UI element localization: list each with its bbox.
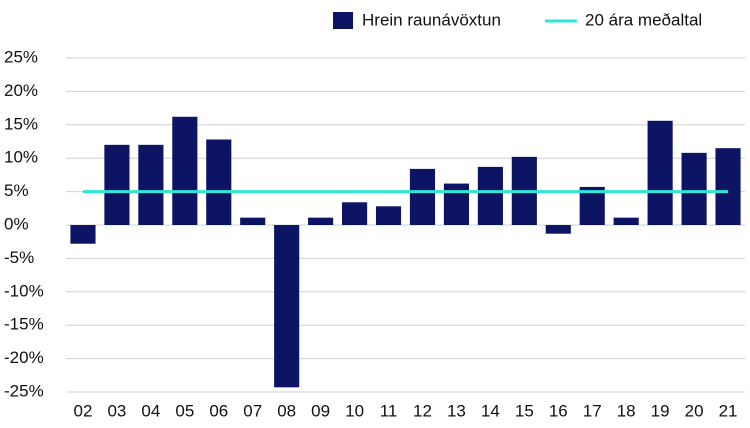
bar: [647, 120, 673, 225]
y-tick-label: 20%: [4, 81, 38, 100]
y-tick-label: 5%: [4, 181, 29, 200]
y-tick-label: 25%: [4, 47, 38, 66]
y-tick-label: -5%: [4, 248, 34, 267]
x-tick-label: 14: [481, 401, 500, 420]
bar: [579, 186, 605, 225]
bar: [308, 217, 334, 225]
x-tick-label: 18: [617, 401, 636, 420]
bar: [375, 206, 402, 225]
legend-swatch: [333, 12, 353, 29]
bar: [138, 144, 164, 225]
bar: [545, 225, 571, 234]
x-tick-label: 04: [141, 401, 160, 420]
x-tick-label: 07: [243, 401, 262, 420]
legend-label: Hrein raunávöxtun: [362, 10, 501, 29]
y-tick-label: -15%: [4, 315, 44, 334]
x-tick-label: 10: [345, 401, 364, 420]
x-tick-label: 21: [719, 401, 738, 420]
bar: [70, 225, 96, 244]
y-tick-label: 15%: [4, 114, 38, 133]
x-tick-label: 20: [685, 401, 704, 420]
bar: [409, 168, 436, 225]
bar: [206, 139, 232, 225]
x-tick-label: 12: [413, 401, 432, 420]
x-tick-label: 09: [311, 401, 330, 420]
y-tick-label: -25%: [4, 381, 44, 400]
y-tick-label: -10%: [4, 281, 44, 300]
bar: [240, 217, 266, 225]
x-tick-label: 13: [447, 401, 466, 420]
bar: [681, 152, 707, 225]
bar: [477, 166, 503, 225]
bar: [274, 225, 300, 388]
x-tick-label: 05: [175, 401, 194, 420]
y-tick-label: 10%: [4, 148, 38, 167]
bar: [443, 183, 469, 225]
bar: [613, 217, 639, 225]
x-tick-label: 08: [277, 401, 296, 420]
x-tick-label: 19: [651, 401, 670, 420]
x-tick-label: 15: [515, 401, 534, 420]
x-tick-label: 16: [549, 401, 568, 420]
x-tick-label: 02: [74, 401, 93, 420]
x-tick-label: 06: [209, 401, 228, 420]
x-tick-label: 11: [380, 401, 398, 420]
bar: [172, 116, 198, 225]
x-tick-label: 17: [583, 401, 602, 420]
legend-label: 20 ára meðaltal: [585, 10, 702, 29]
bar: [104, 144, 130, 225]
y-tick-label: -20%: [4, 348, 44, 367]
x-tick-label: 03: [107, 401, 126, 420]
bar: [715, 148, 741, 225]
y-tick-label: 0%: [4, 214, 29, 233]
bar: [342, 202, 368, 225]
